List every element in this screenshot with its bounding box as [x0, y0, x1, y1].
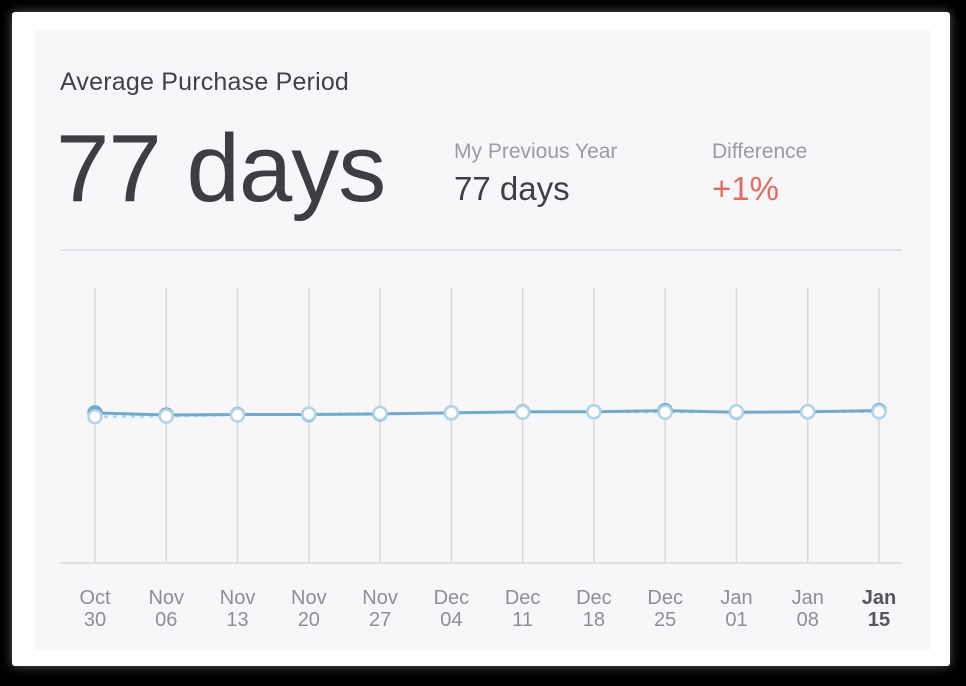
data-point-previous [657, 404, 673, 421]
data-point-previous [158, 408, 175, 424]
data-point-previous [586, 404, 602, 420]
data-point-previous [514, 404, 531, 421]
divider [60, 249, 902, 251]
x-tick-label: Nov 13 [220, 587, 256, 631]
card-title: Average Purchase Period [60, 68, 350, 96]
data-point-previous [372, 405, 388, 422]
difference-label: Difference [712, 140, 808, 163]
data-point-previous [443, 405, 460, 421]
x-tick-label: Jan 15 [862, 587, 896, 631]
x-tick-label: Nov 27 [362, 587, 398, 631]
previous-year-value: 77 days [454, 170, 570, 207]
x-tick-label: Dec 18 [576, 587, 612, 631]
x-tick-label: Jan 08 [792, 587, 824, 631]
x-tick-label: Nov 20 [291, 587, 327, 631]
screenshot-frame: Average Purchase Period 77 days My Previ… [12, 12, 950, 666]
data-point-previous [799, 404, 816, 420]
headline-value: 77 days [56, 115, 386, 222]
x-tick-label: Oct 30 [79, 587, 111, 631]
x-tick-label: Nov 06 [148, 587, 184, 631]
x-tick-label: Dec 25 [647, 587, 683, 631]
x-tick-label: Dec 11 [505, 587, 541, 631]
line-chart: Oct 30 Nov 06 Nov 13 Nov 20 Nov 27 Dec 04 Dec 11 Dec 18… [60, 288, 902, 631]
metric-card: Average Purchase Period 77 days My Previ… [34, 30, 930, 650]
difference-value: +1% [712, 170, 779, 207]
data-point-previous [87, 408, 103, 425]
data-point-previous [229, 407, 246, 423]
data-point-previous [871, 404, 887, 420]
data-point-previous [301, 406, 317, 422]
series-line-current [94, 409, 880, 417]
x-tick-label: Dec 04 [434, 587, 470, 631]
data-point-previous [728, 404, 745, 420]
previous-year-label: My Previous Year [454, 140, 618, 163]
x-tick-label: Jan 01 [720, 587, 752, 631]
